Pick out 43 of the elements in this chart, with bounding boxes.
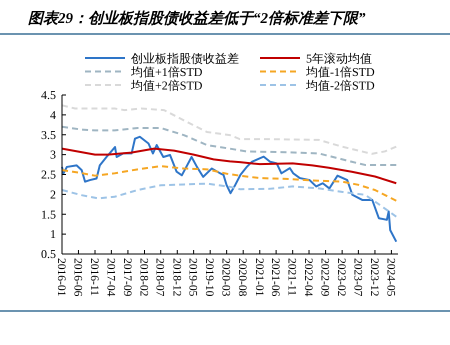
x-tick-label: 2017-04: [104, 258, 116, 297]
x-tick-label: 2018-07: [154, 258, 166, 297]
y-tick-label: 2.5: [41, 168, 56, 182]
line-series: [61, 148, 398, 184]
line-series: [61, 136, 398, 243]
y-tick-label: 2: [50, 187, 56, 202]
legend-label: 均值+1倍STD: [130, 65, 203, 79]
x-tick-label: 2023-07: [351, 258, 364, 297]
x-tick-label: 2023-12: [368, 258, 380, 297]
legend-label: 创业板指股债收益差: [131, 52, 239, 66]
x-tick-label: 2018-12: [170, 258, 182, 297]
x-tick-label: 2016-06: [71, 258, 84, 297]
legend-label: 均值-2倍STD: [305, 78, 375, 92]
legend-label: 均值+2倍STD: [130, 78, 203, 92]
chart-title: 图表29：创业板指股债收益差低于“2倍标准差下限”: [28, 10, 366, 27]
legend-label: 5年滚动均值: [306, 52, 372, 66]
line-series: [61, 165, 398, 202]
line-series: [61, 182, 398, 218]
x-tick-label: 2022-09: [318, 258, 331, 297]
x-tick-label: 2016-01: [55, 258, 67, 297]
y-tick-label: 3: [50, 148, 56, 162]
y-tick-label: 4: [50, 108, 56, 122]
x-tick-label: 2019-05: [186, 258, 199, 297]
x-tick-label: 2023-02: [335, 258, 348, 297]
line-series: [61, 126, 398, 166]
x-tick-label: 2021-06: [269, 258, 282, 297]
x-tick-label: 2021-01: [252, 258, 265, 297]
x-tick-label: 2022-04: [302, 258, 314, 297]
y-tick-label: 4.5: [41, 88, 56, 102]
legend-label: 均值-1倍STD: [305, 65, 375, 79]
y-tick-label: 1.5: [41, 207, 56, 222]
y-tick-label: 3.5: [41, 128, 56, 142]
x-tick-label: 2018-02: [137, 258, 150, 297]
x-tick-label: 2020-08: [236, 258, 248, 297]
y-tick-label: 1: [50, 227, 56, 242]
x-tick-label: 2020-03: [220, 258, 232, 297]
y-tick-label: 0.5: [41, 247, 56, 261]
line-series: [61, 104, 398, 155]
x-tick-label: 2024-05: [384, 258, 396, 297]
x-tick-label: 2019-10: [203, 258, 216, 297]
x-tick-label: 2021-11: [286, 258, 298, 296]
x-tick-label: 2016-11: [88, 258, 100, 296]
x-tick-label: 2017-09: [120, 258, 133, 297]
